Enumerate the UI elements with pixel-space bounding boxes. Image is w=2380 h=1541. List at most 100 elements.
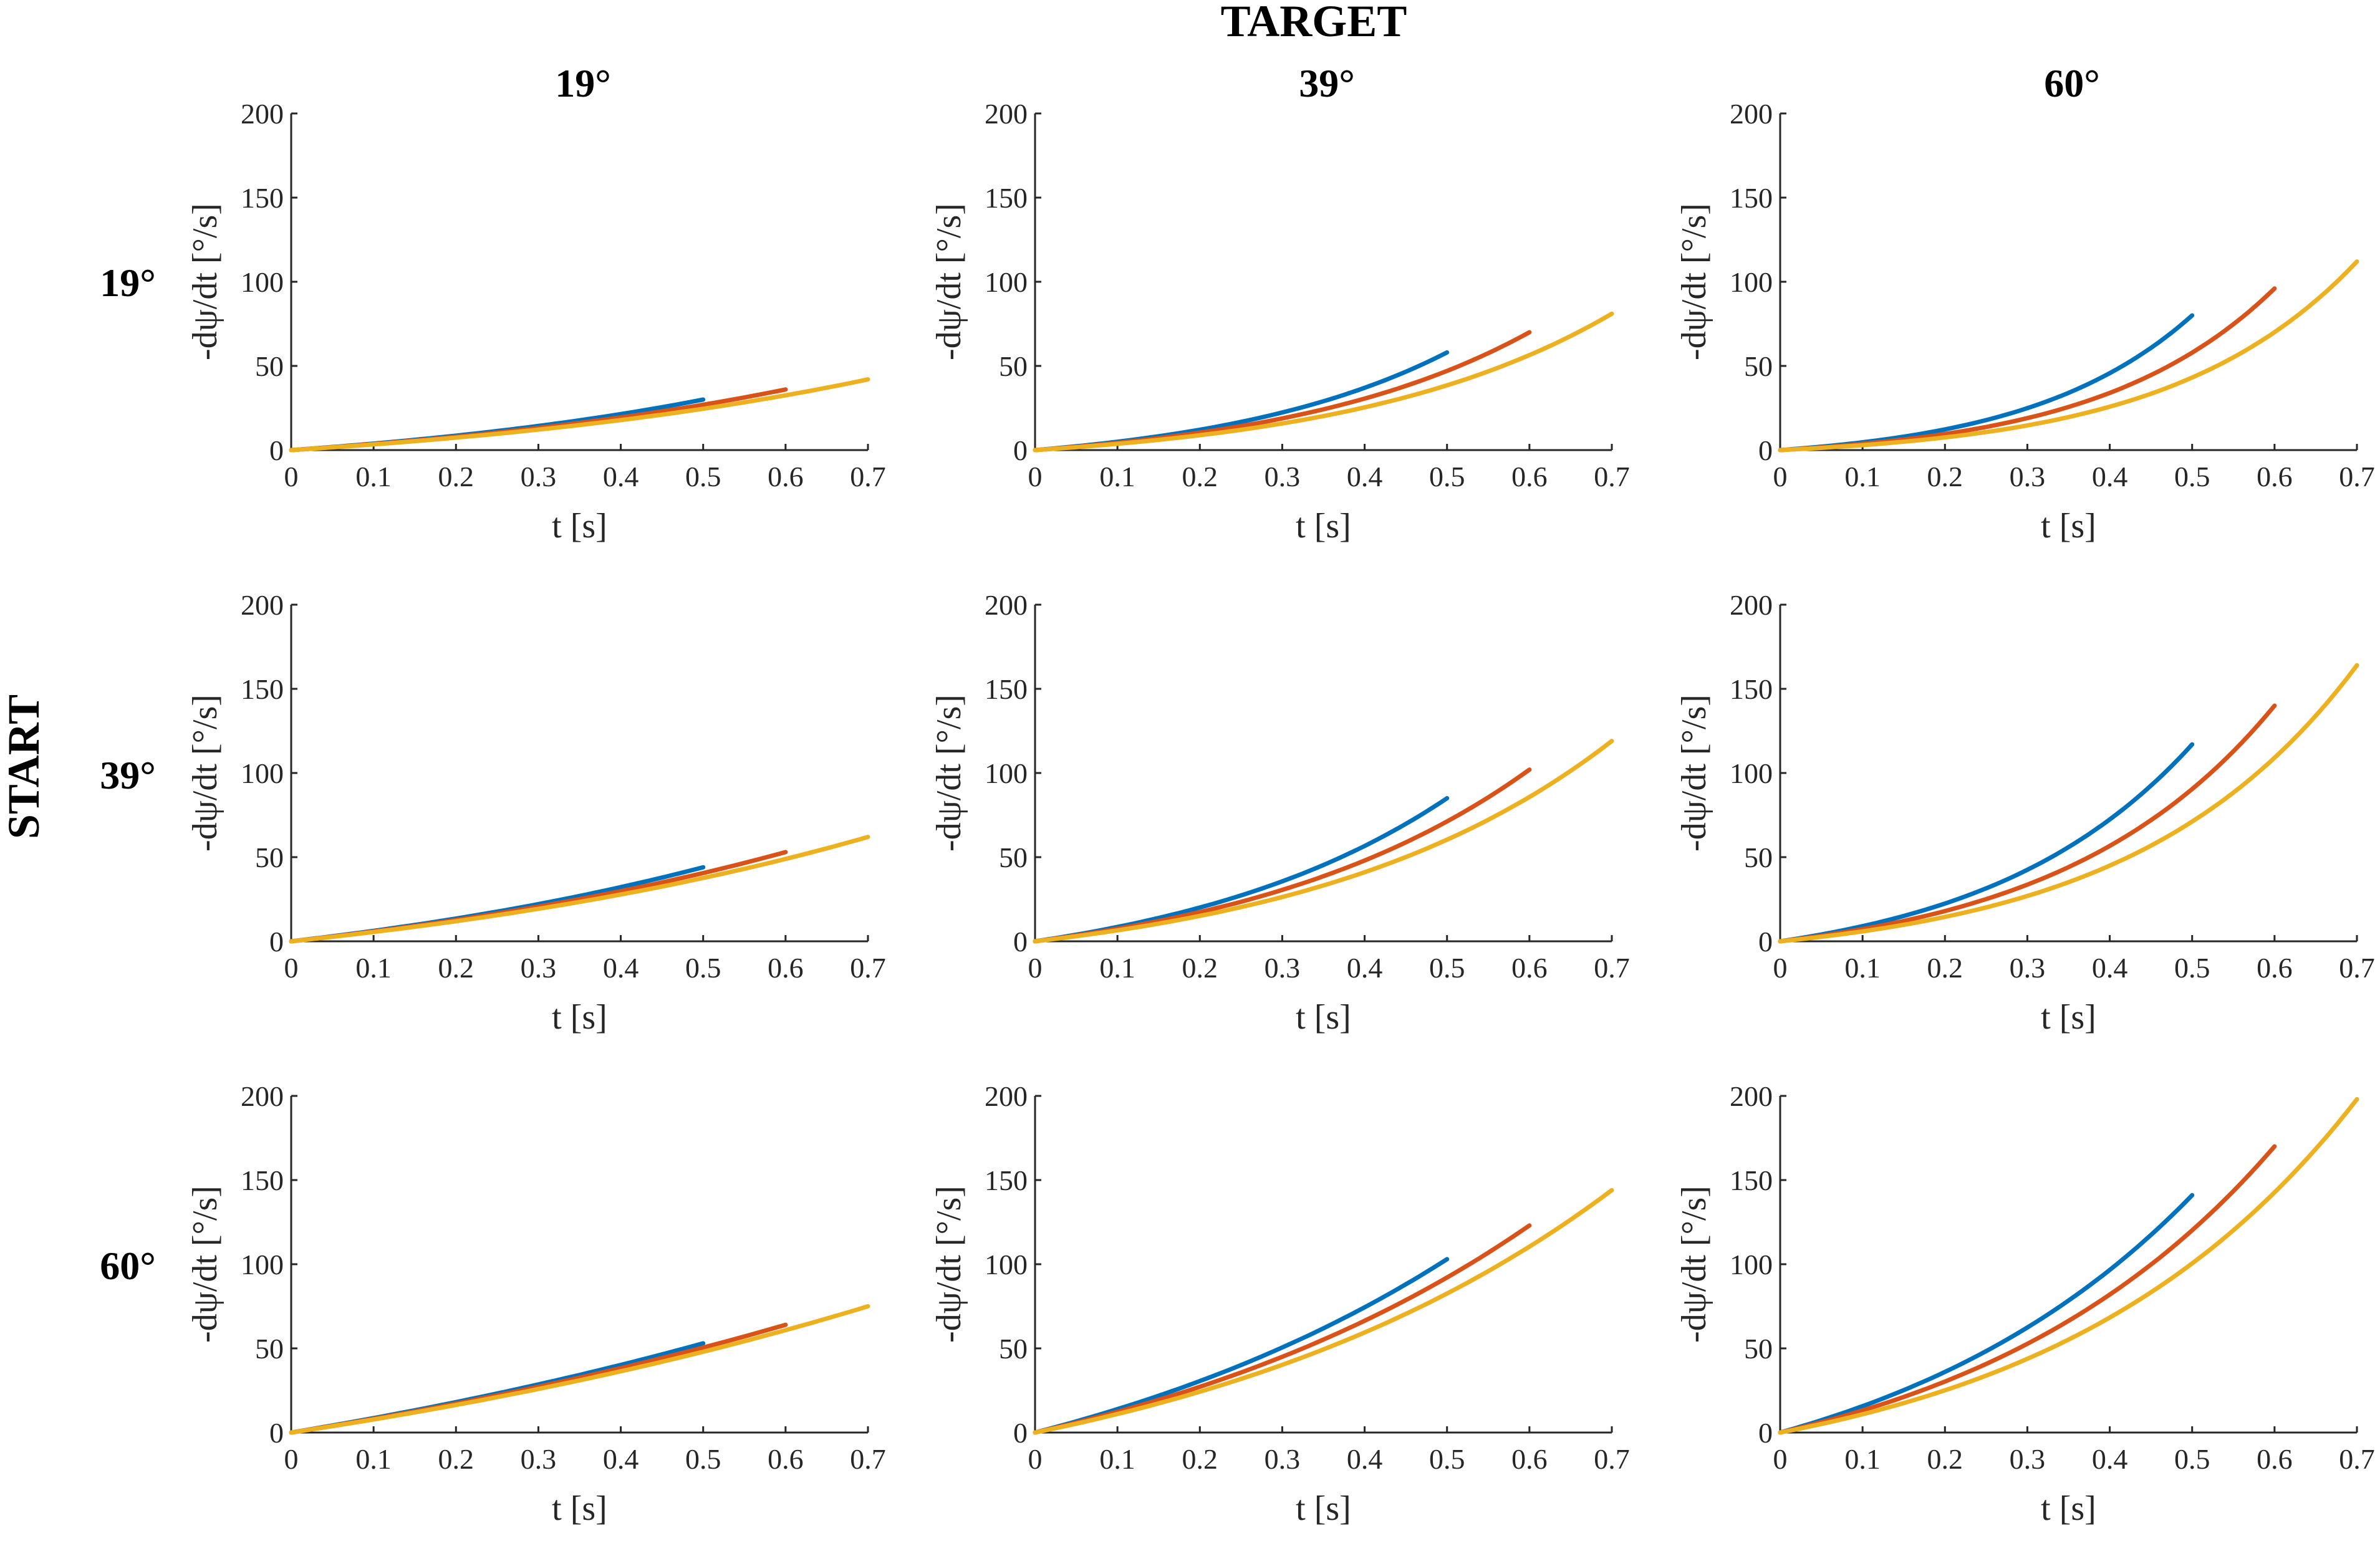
series-line-yellow (1033, 311, 1614, 453)
x-tick-label: 0 (1773, 461, 1788, 492)
x-tick-label: 0.7 (1594, 1443, 1630, 1475)
x-axis-label: t [s] (552, 1489, 607, 1528)
x-tick-label: 0.3 (1265, 952, 1301, 984)
y-tick-label: 100 (1730, 1249, 1773, 1280)
column-header-2: 39° (1299, 61, 1355, 105)
x-tick-label: 0.4 (603, 952, 639, 984)
x-tick-label: 0.4 (2092, 952, 2128, 984)
y-tick-label: 0 (1013, 434, 1028, 466)
column-header-1: 19° (555, 61, 611, 105)
x-tick-label: 0.1 (355, 952, 392, 984)
y-tick-label: 150 (985, 182, 1028, 214)
x-tick-label: 0.1 (1844, 461, 1881, 492)
y-tick-label: 150 (241, 1164, 284, 1196)
x-tick-label: 0.2 (1182, 461, 1218, 492)
y-tick-label: 150 (985, 1164, 1028, 1196)
series-line-red (289, 850, 788, 944)
y-tick-label: 0 (269, 1417, 284, 1449)
y-tick-label: 200 (241, 589, 284, 621)
series-line-yellow (1778, 1097, 2359, 1435)
x-axis-label: t [s] (552, 507, 607, 545)
x-tick-label: 0.2 (1182, 1443, 1218, 1475)
y-tick-label: 200 (1730, 589, 1773, 621)
y-tick-label: 0 (1758, 1417, 1773, 1449)
y-tick-label: 200 (985, 589, 1028, 621)
start-title: START (0, 694, 49, 839)
y-tick-label: 100 (985, 266, 1028, 298)
panel-2-2: 0 0.1 0.2 0.3 0.4 0.5 0.6 0.7 0 50 100 150 200 t [s] -… (930, 589, 1630, 1037)
y-tick-label: 150 (241, 182, 284, 214)
x-tick-label: 0.3 (1265, 461, 1301, 492)
y-axis-label: -dψ/dt [°/s] (1675, 694, 1713, 852)
x-tick-label: 0 (284, 461, 299, 492)
series-line-blue (1778, 1193, 2195, 1435)
panel-1-3: 0 0.1 0.2 0.3 0.4 0.5 0.6 0.7 0 50 100 150 200 t [s] -… (1675, 98, 2375, 545)
y-tick-label: 0 (1013, 926, 1028, 958)
y-axis-label: -dψ/dt [°/s] (1675, 203, 1713, 360)
y-axis-label: -dψ/dt [°/s] (186, 1186, 224, 1343)
x-tick-label: 0.5 (1429, 1443, 1465, 1475)
x-tick-label: 0.1 (1099, 952, 1135, 984)
series-line-yellow (1778, 663, 2359, 944)
x-tick-label: 0.7 (2339, 461, 2375, 492)
x-tick-label: 0.6 (1511, 1443, 1548, 1475)
y-tick-label: 0 (1013, 1417, 1028, 1449)
y-tick-label: 50 (1744, 350, 1773, 382)
y-tick-label: 200 (241, 1080, 284, 1112)
y-tick-label: 100 (985, 1249, 1028, 1280)
x-axis-label: t [s] (2041, 507, 2096, 545)
x-tick-label: 0.2 (1927, 952, 1963, 984)
x-tick-label: 0.4 (2092, 1443, 2128, 1475)
y-tick-label: 100 (1730, 757, 1773, 789)
series-line-blue (289, 1341, 706, 1435)
panel-2-3: 0 0.1 0.2 0.3 0.4 0.5 0.6 0.7 0 50 100 150 200 t [s] -… (1675, 589, 2375, 1037)
target-title: TARGET (1221, 0, 1407, 46)
x-tick-label: 0.2 (1182, 952, 1218, 984)
x-tick-label: 0.6 (2257, 461, 2293, 492)
x-tick-label: 0.5 (2174, 1443, 2210, 1475)
y-tick-label: 0 (269, 926, 284, 958)
x-tick-label: 0 (284, 1443, 299, 1475)
x-tick-label: 0.3 (2010, 952, 2046, 984)
x-tick-label: 0.7 (850, 461, 886, 492)
y-tick-label: 50 (1744, 1333, 1773, 1365)
y-tick-label: 100 (241, 266, 284, 298)
x-tick-label: 0.1 (1099, 1443, 1135, 1475)
row-header-2: 39° (100, 753, 156, 797)
panel-2-1: 0 0.1 0.2 0.3 0.4 0.5 0.6 0.7 0 50 100 150 200 t [s] -… (186, 589, 886, 1037)
x-tick-label: 0 (1028, 952, 1043, 984)
y-axis-label: -dψ/dt [°/s] (930, 694, 968, 852)
y-tick-label: 50 (255, 1333, 284, 1365)
x-tick-label: 0.6 (1511, 461, 1548, 492)
y-tick-label: 200 (985, 98, 1028, 130)
y-axis-label: -dψ/dt [°/s] (930, 203, 968, 360)
series-line-yellow (1033, 739, 1614, 944)
x-tick-label: 0.1 (1099, 461, 1135, 492)
row-header-3: 60° (100, 1244, 156, 1288)
x-axis-label: t [s] (1296, 1489, 1351, 1528)
row-header-1: 19° (100, 261, 156, 305)
x-tick-label: 0.4 (1347, 952, 1383, 984)
x-tick-label: 0.2 (438, 952, 475, 984)
x-tick-label: 0.2 (438, 1443, 475, 1475)
x-tick-label: 0.4 (2092, 461, 2128, 492)
x-tick-label: 0.3 (521, 952, 557, 984)
series-line-red (1033, 330, 1532, 453)
y-axis-label: -dψ/dt [°/s] (1675, 1186, 1713, 1343)
column-header-3: 60° (2044, 61, 2100, 105)
x-tick-label: 0.6 (768, 461, 804, 492)
y-tick-label: 150 (241, 673, 284, 705)
series-line-blue (289, 865, 706, 944)
x-tick-label: 0.6 (768, 952, 804, 984)
x-axis-label: t [s] (1296, 998, 1351, 1037)
series-line-red (1033, 767, 1532, 944)
x-tick-label: 0.5 (685, 1443, 721, 1475)
x-tick-label: 0.4 (603, 1443, 639, 1475)
x-tick-label: 0.1 (355, 461, 392, 492)
y-tick-label: 100 (1730, 266, 1773, 298)
x-tick-label: 0.6 (2257, 1443, 2293, 1475)
y-tick-label: 50 (1744, 842, 1773, 873)
panel-1-1: 0 0.1 0.2 0.3 0.4 0.5 0.6 0.7 0 50 100 150 200 t [s] -… (186, 98, 886, 545)
x-tick-label: 0.5 (2174, 461, 2210, 492)
